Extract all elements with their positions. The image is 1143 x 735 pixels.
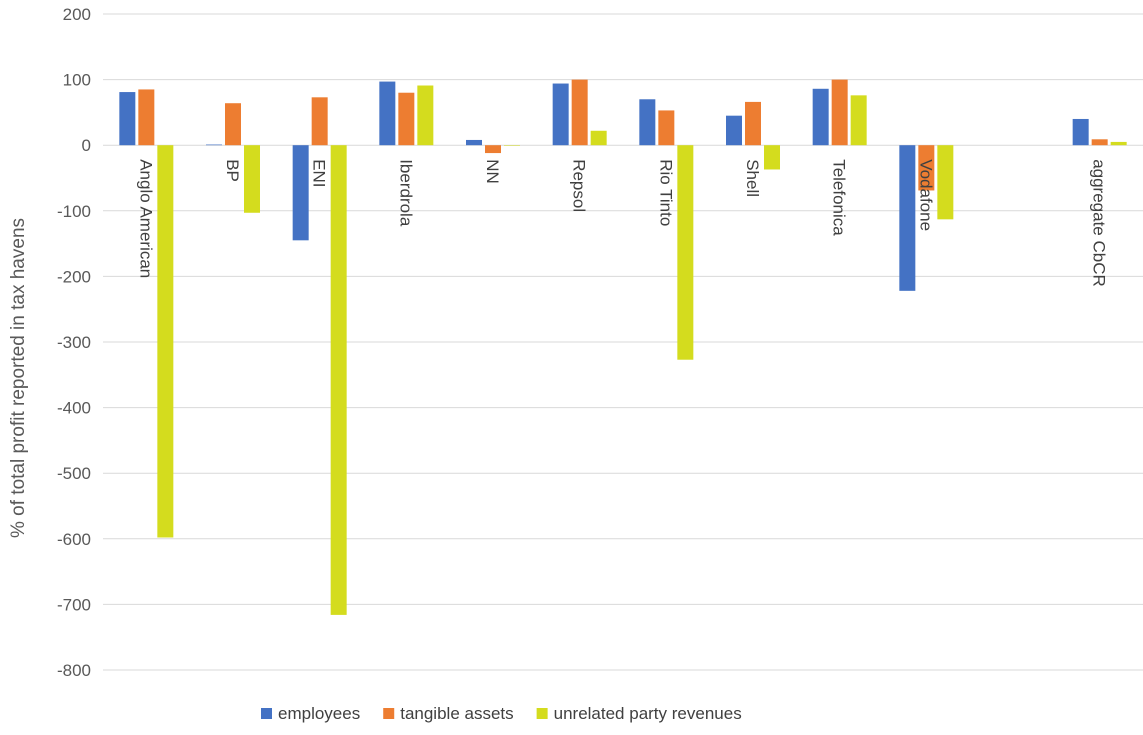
bar-employees — [639, 99, 656, 146]
bar-tangible-assets — [311, 97, 328, 146]
bar-tangible-assets — [225, 103, 241, 146]
bar-tangible-assets — [918, 145, 935, 191]
y-tick-label: -400 — [57, 399, 91, 418]
bar-tangible-assets — [745, 101, 761, 146]
y-tick-label: -300 — [57, 333, 91, 352]
bars — [119, 79, 1127, 615]
bar-employees — [466, 139, 482, 146]
y-tick-label: 0 — [82, 136, 91, 155]
bar-tangible-assets — [1091, 139, 1108, 146]
bar-unrelated-party-revenues — [1110, 141, 1127, 146]
category-label: BP — [223, 159, 242, 182]
bar-unrelated-party-revenues — [417, 85, 434, 146]
y-tick-label: -800 — [57, 661, 91, 680]
y-axis-label: % of total profit reported in tax havens — [8, 218, 29, 538]
legend-label: tangible assets — [400, 704, 513, 723]
category-label: aggregate CbCR — [1090, 159, 1109, 287]
bar-tangible-assets — [831, 79, 848, 146]
category-label: Anglo American — [136, 159, 155, 278]
gridlines — [103, 13, 1143, 671]
y-tick-label: -600 — [57, 530, 91, 549]
bar-tangible-assets — [571, 79, 588, 146]
bar-unrelated-party-revenues — [244, 145, 260, 213]
bar-unrelated-party-revenues — [677, 145, 694, 360]
bar-tangible-assets — [658, 110, 675, 146]
category-labels: Anglo American BP ENI Iberdrola NN Repsol Rio … — [136, 159, 1108, 287]
bar-employees — [292, 145, 309, 241]
category-label: Repsol — [570, 159, 589, 212]
y-tick-label: -700 — [57, 595, 91, 614]
legend-swatch — [536, 708, 548, 719]
legend-label: employees — [278, 704, 360, 723]
bar-employees — [1072, 118, 1089, 146]
category-label: ENI — [310, 159, 329, 187]
bar-employees — [119, 92, 136, 146]
legend: employees tangible assets unrelated party … — [261, 704, 742, 723]
y-tick-label: -100 — [57, 202, 91, 221]
bar-unrelated-party-revenues — [764, 145, 780, 170]
bar-tangible-assets — [138, 89, 155, 146]
bar-unrelated-party-revenues — [504, 145, 520, 146]
y-tick-label: 200 — [63, 5, 91, 24]
bar-unrelated-party-revenues — [850, 95, 867, 146]
bar-employees — [726, 115, 742, 146]
bar-tangible-assets — [398, 92, 415, 146]
bar-employees — [899, 145, 916, 291]
y-tick-label: -500 — [57, 464, 91, 483]
bar-tangible-assets — [485, 145, 501, 154]
bar-employees — [552, 83, 569, 146]
y-tick-label: 100 — [63, 71, 91, 90]
legend-swatch — [383, 708, 395, 719]
bar-unrelated-party-revenues — [330, 145, 347, 615]
category-label: NN — [483, 159, 502, 184]
category-label: Telefonica — [830, 159, 849, 236]
bar-unrelated-party-revenues — [937, 145, 954, 220]
bar-employees — [379, 81, 396, 146]
y-tick-label: -200 — [57, 267, 91, 286]
bar-employees — [812, 88, 829, 146]
category-label: Shell — [743, 159, 762, 197]
category-label: Rio Tinto — [656, 159, 675, 226]
category-label: Vodafone — [916, 159, 935, 231]
bar-unrelated-party-revenues — [590, 130, 607, 146]
y-axis-ticks: 200 100 0 -100 -200 -300 -400 -500 -600 -700 -800 — [57, 5, 91, 680]
legend-swatch — [261, 708, 272, 719]
bar-employees — [206, 144, 222, 146]
legend-label: unrelated party revenues — [554, 704, 742, 723]
category-label: Iberdrola — [396, 159, 415, 227]
bar-unrelated-party-revenues — [157, 145, 174, 538]
